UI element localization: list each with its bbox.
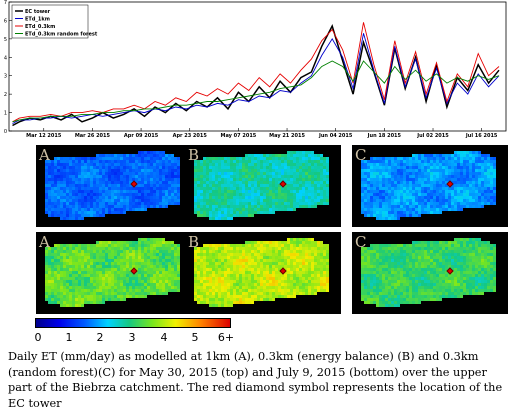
x-tick-label: May 07 2015 — [220, 133, 256, 139]
map-b-top: B — [185, 145, 341, 227]
plot-area-frame — [8, 1, 507, 132]
x-tick-label: Apr 09 2015 — [124, 133, 159, 139]
x-tick-label: Jul 02 2015 — [416, 133, 449, 139]
x-tick-label: Apr 23 2015 — [173, 133, 208, 139]
ec-tower-marker — [279, 180, 287, 188]
y-tick-label: 2 — [4, 92, 7, 98]
series-line-3 — [12, 22, 500, 123]
panel-label-a: A — [39, 233, 50, 251]
y-tick-label: 0 — [4, 129, 7, 135]
ec-tower-marker — [446, 180, 454, 188]
map-c-bottom: C — [352, 232, 508, 314]
x-tick-label: May 21 2015 — [269, 133, 305, 139]
x-tick-label: Jun 04 2015 — [318, 133, 353, 139]
ec-tower-marker — [446, 267, 454, 275]
colorbar-tick-label: 5 — [191, 331, 199, 344]
legend-label: ETd_1km — [25, 16, 50, 22]
x-tick-label: Mar 12 2015 — [26, 133, 62, 139]
panel-label-b: B — [188, 146, 200, 164]
x-tick-label: Jun 18 2015 — [367, 133, 402, 139]
ec-tower-marker — [130, 180, 138, 188]
panel-label-c: C — [355, 146, 367, 164]
map-a-top: A — [36, 145, 192, 227]
y-tick-label: 7 — [4, 0, 7, 6]
map-a-bottom: A — [36, 232, 192, 314]
y-tick-label: 6 — [4, 18, 7, 24]
colorbar-tick-label: 0 — [34, 331, 42, 344]
colorbar-tick-label: 1 — [65, 331, 73, 344]
panel-label-b: B — [188, 233, 200, 251]
colorbar-tick-label: 6+ — [217, 331, 235, 344]
colorbar-tick-label: 4 — [160, 331, 168, 344]
colorbar-tick-label: 3 — [128, 331, 136, 344]
legend-label: ETd_0.3km — [25, 24, 55, 30]
map-c-top: C — [352, 145, 508, 227]
ec-tower-marker — [130, 267, 138, 275]
panel-label-a: A — [39, 146, 50, 164]
et-time-series-chart: 0 1 2 3 4 5 6 7 Mar 12 2015 Mar 26 2015 Apr 09 201… — [4, 0, 507, 139]
panel-label-c: C — [355, 233, 367, 251]
y-tick-label: 5 — [4, 37, 7, 43]
figure-caption: Daily ET (mm/day) as modelled at 1km (A)… — [8, 350, 503, 410]
y-tick-label: 4 — [4, 55, 7, 61]
legend-label: ETd_0.3km random forest — [25, 31, 98, 37]
legend-label: EC tower — [25, 9, 51, 15]
colorbar-tick-label: 2 — [96, 331, 104, 344]
ec-tower-marker — [279, 267, 287, 275]
x-tick-label: Mar 26 2015 — [75, 133, 111, 139]
x-tick-label: Jul 16 2015 — [465, 133, 498, 139]
map-b-bottom: B — [185, 232, 341, 314]
y-tick-label: 1 — [4, 111, 7, 117]
legend-box — [11, 4, 89, 39]
series-line-4 — [12, 60, 500, 123]
y-tick-label: 3 — [4, 74, 7, 80]
colorbar — [35, 318, 231, 328]
